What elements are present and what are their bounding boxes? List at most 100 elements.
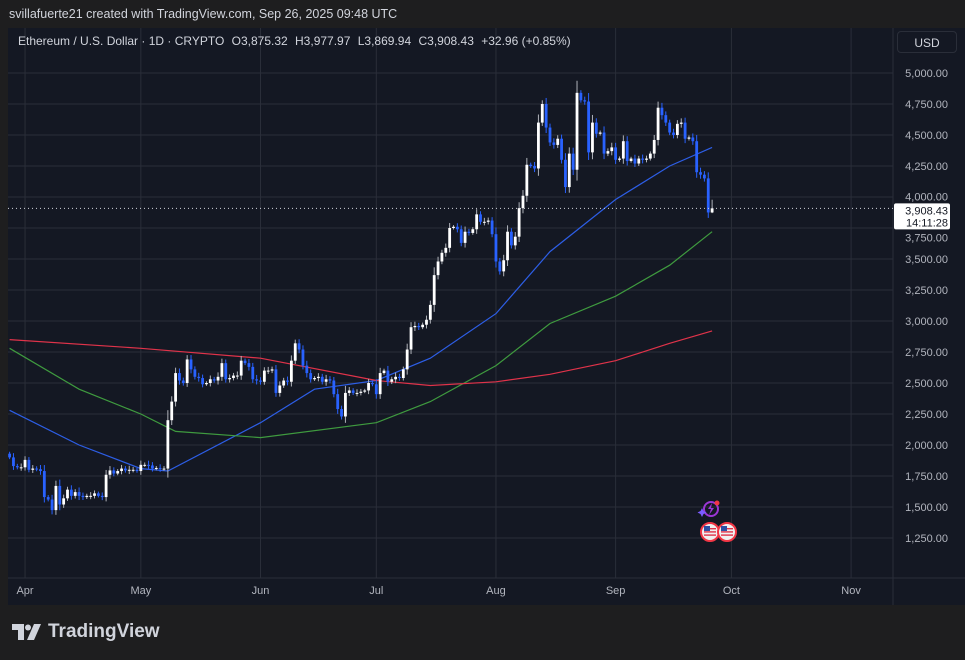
candle-body (286, 380, 289, 382)
candle-body (347, 390, 351, 393)
candle-body (332, 380, 336, 395)
candle-body (340, 409, 343, 417)
us-flag-icon[interactable] (700, 522, 720, 542)
candle (208, 375, 212, 387)
y-tick-label: 1,750.00 (905, 471, 948, 483)
candle-body (363, 390, 367, 392)
candle-body (127, 469, 131, 471)
candle-body (656, 107, 660, 140)
candle (220, 358, 224, 381)
candle (618, 156, 621, 162)
chart-panel[interactable] (8, 28, 965, 605)
candle-body (529, 164, 533, 166)
candle (710, 199, 714, 214)
candle-body (679, 122, 683, 124)
candle (521, 190, 525, 214)
candle-body (699, 172, 702, 175)
candle (440, 249, 444, 265)
candle-body (398, 376, 401, 379)
candle-body (320, 376, 324, 382)
candle (401, 366, 405, 381)
candle-body (131, 469, 135, 471)
candle (552, 138, 556, 149)
candle (625, 136, 629, 166)
candle (178, 368, 181, 385)
candle (143, 462, 147, 467)
candle-body (247, 363, 251, 367)
candle-body (69, 489, 73, 496)
candle (197, 372, 201, 382)
candle-body (386, 370, 390, 382)
candle (567, 147, 571, 193)
candle (212, 376, 216, 383)
candle (594, 118, 598, 138)
candle-body (459, 229, 463, 243)
candle (374, 379, 378, 399)
candle (85, 493, 89, 499)
candle-body (564, 159, 567, 188)
us-flag-icon[interactable] (717, 522, 737, 542)
candle (100, 492, 104, 501)
candle (668, 119, 672, 136)
candle-body (455, 226, 459, 230)
candle-body (181, 380, 185, 383)
candle-body (633, 158, 637, 164)
candle (154, 466, 158, 471)
candle-body (297, 343, 301, 350)
candle-body (556, 138, 560, 145)
candle-body (567, 153, 571, 188)
candle-body (282, 380, 286, 386)
symbol-name[interactable]: Ethereum / U.S. Dollar · 1D · CRYPTO (18, 34, 225, 48)
candle (239, 355, 243, 380)
candle (147, 460, 150, 470)
candle-body (309, 373, 313, 380)
candle (421, 322, 425, 330)
candle (564, 153, 567, 194)
candle (77, 487, 81, 501)
tradingview-logo-icon (12, 624, 41, 640)
candle-body (81, 495, 85, 498)
candle (598, 130, 602, 136)
candle-body (521, 195, 525, 209)
candle (328, 376, 332, 384)
current-price-label: 3,908.43 (905, 205, 948, 217)
symbol-legend: Ethereum / U.S. Dollar · 1D · CRYPTO O3,… (18, 34, 575, 48)
bar-countdown: 14:11:28 (906, 217, 948, 229)
candle-body (120, 468, 123, 472)
candle-body (691, 137, 695, 142)
candle (317, 373, 320, 382)
candle (471, 227, 475, 235)
candle (475, 209, 479, 234)
candle (706, 172, 710, 218)
currency-button[interactable]: USD (897, 31, 957, 53)
lightning-event-icon[interactable] (697, 500, 720, 518)
candle-body (552, 142, 556, 145)
y-tick-label: 3,750.00 (905, 232, 948, 244)
candle-body (367, 383, 370, 391)
candle-body (382, 370, 386, 374)
candle-body (85, 495, 89, 498)
candle-body (96, 493, 100, 496)
candle-body (618, 158, 621, 160)
candle (23, 456, 27, 471)
candle-body (305, 365, 309, 374)
candle (313, 376, 316, 381)
candle (652, 134, 656, 159)
y-tick-label: 4,500.00 (905, 130, 948, 142)
candle (224, 359, 228, 383)
candle (81, 492, 85, 501)
candle (367, 378, 370, 395)
tradingview-logo[interactable]: TradingView (12, 621, 160, 643)
candle-body (683, 122, 687, 139)
x-tick-label: Apr (16, 585, 33, 597)
candle (120, 464, 123, 475)
candle-body (178, 373, 181, 381)
candle-body (629, 158, 633, 162)
candle (679, 118, 683, 128)
candle (699, 167, 702, 179)
y-tick-label: 4,250.00 (905, 161, 948, 173)
candle (540, 100, 544, 126)
candle (351, 388, 355, 395)
candle (405, 343, 409, 375)
